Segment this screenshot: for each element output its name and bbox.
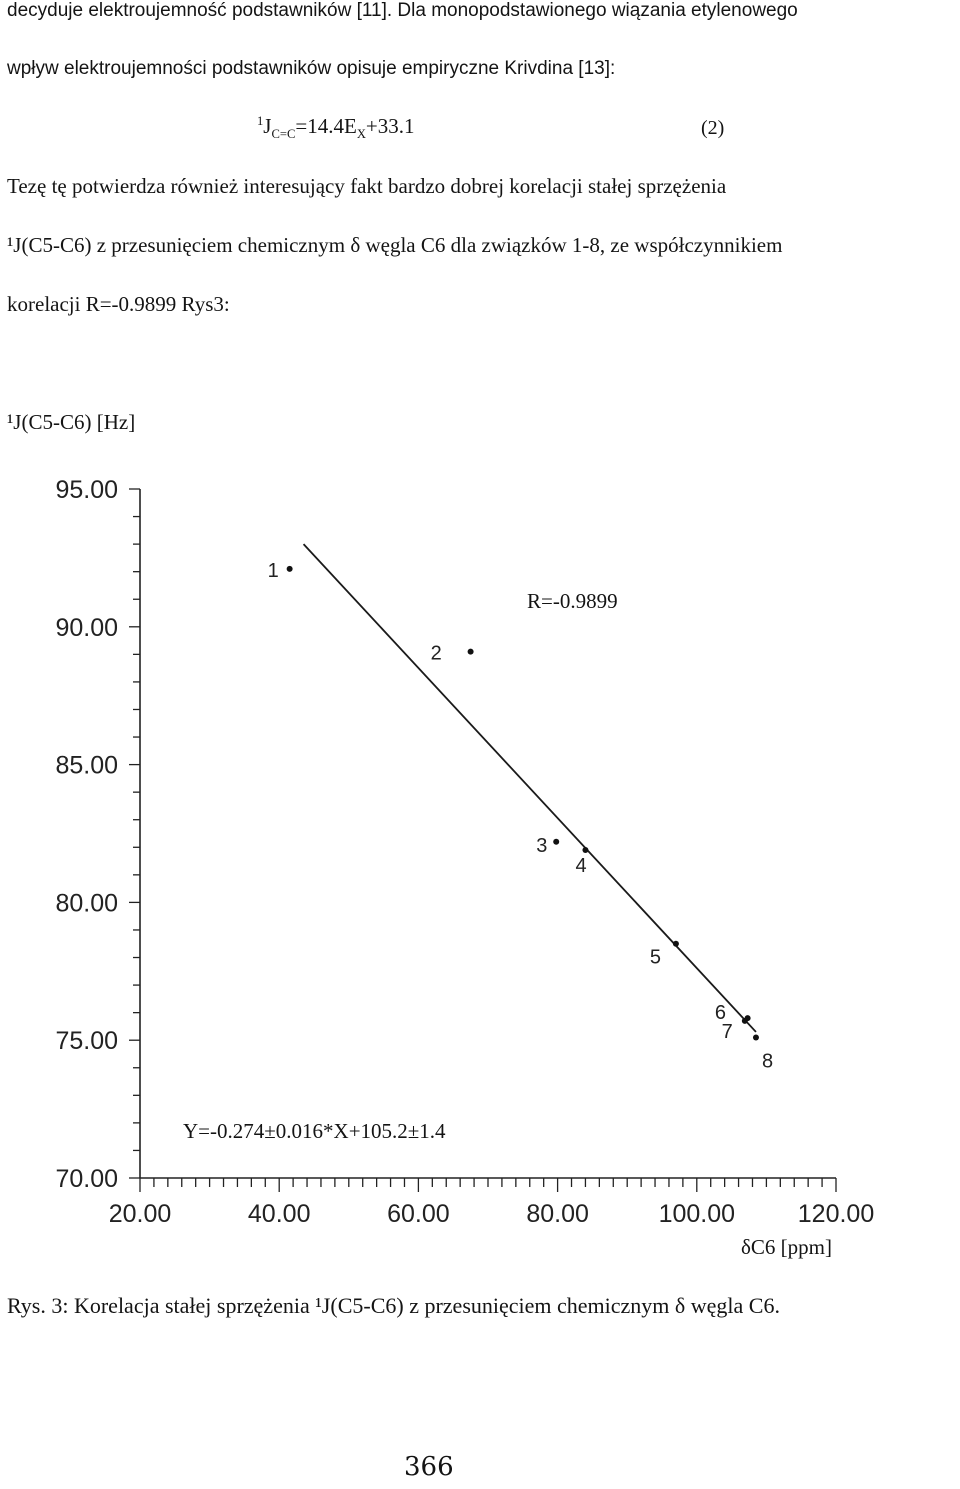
data-point-1	[286, 565, 293, 572]
equation-superscript: 1	[257, 114, 264, 128]
x-tick-label: 60.00	[387, 1200, 450, 1228]
r-value-annotation: R=-0.9899	[527, 589, 618, 613]
point-label-6: 6	[715, 1002, 726, 1024]
equation-end: +33.1	[365, 114, 415, 138]
data-point-3	[553, 838, 560, 845]
text-line-5: korelacji R=-0.9899 Rys3:	[7, 292, 230, 316]
data-point-8	[752, 1034, 759, 1041]
equation-middle: =14.4E	[295, 114, 357, 138]
text-line-1: decyduje elektroujemność podstawników [1…	[7, 0, 798, 21]
point-label-3: 3	[536, 835, 547, 857]
equation: 1JC=C=14.4EX+33.1	[257, 114, 415, 142]
point-label-1: 1	[268, 560, 279, 582]
point-label-4: 4	[575, 855, 586, 877]
scatter-chart: 95.00 90.00 85.00 80.00 75.00 70.00 20.00 40.00…	[55, 476, 874, 1228]
x-tick-label: 120.00	[798, 1200, 874, 1228]
regression-line	[302, 543, 757, 1033]
x-tick-label: 40.00	[248, 1200, 311, 1228]
equation-j: J	[263, 114, 272, 138]
y-tick-label: 80.00	[55, 889, 118, 917]
y-axis-label: ¹J(C5-C6) [Hz]	[7, 410, 136, 434]
text-line-2: wpływ elektroujemności podstawników opis…	[7, 58, 616, 79]
x-tick-label: 100.00	[659, 1200, 735, 1228]
y-tick-label: 75.00	[55, 1027, 118, 1055]
data-point-4	[582, 847, 589, 854]
equation-subscript-x: X	[356, 127, 366, 142]
equation-subscript: C=C	[271, 127, 296, 142]
x-axis-label: δC6 [ppm]	[741, 1235, 832, 1259]
x-tick-label: 80.00	[526, 1200, 589, 1228]
point-label-8: 8	[762, 1050, 773, 1072]
text-line-3: Tezę tę potwierdza również interesujący …	[7, 174, 727, 198]
data-point-5	[672, 940, 679, 947]
point-label-5: 5	[650, 947, 661, 969]
figure-caption: Rys. 3: Korelacja stałej sprzężenia ¹J(C…	[7, 1293, 780, 1318]
y-tick-label: 95.00	[55, 476, 118, 504]
equation-number: (2)	[701, 117, 725, 139]
text-line-4: ¹J(C5-C6) z przesunięciem chemicznym δ w…	[7, 233, 783, 257]
point-label-2: 2	[431, 643, 442, 665]
y-tick-label: 90.00	[55, 614, 118, 642]
y-tick-label: 85.00	[55, 752, 118, 780]
y-tick-label: 70.00	[55, 1165, 118, 1193]
point-label-7: 7	[722, 1021, 733, 1043]
data-point-2	[467, 648, 474, 655]
data-point-7	[744, 1015, 751, 1022]
regression-equation: Y=-0.274±0.016*X+105.2±1.4	[183, 1119, 446, 1143]
page-number: 366	[404, 1452, 454, 1482]
x-tick-label: 20.00	[109, 1200, 172, 1228]
